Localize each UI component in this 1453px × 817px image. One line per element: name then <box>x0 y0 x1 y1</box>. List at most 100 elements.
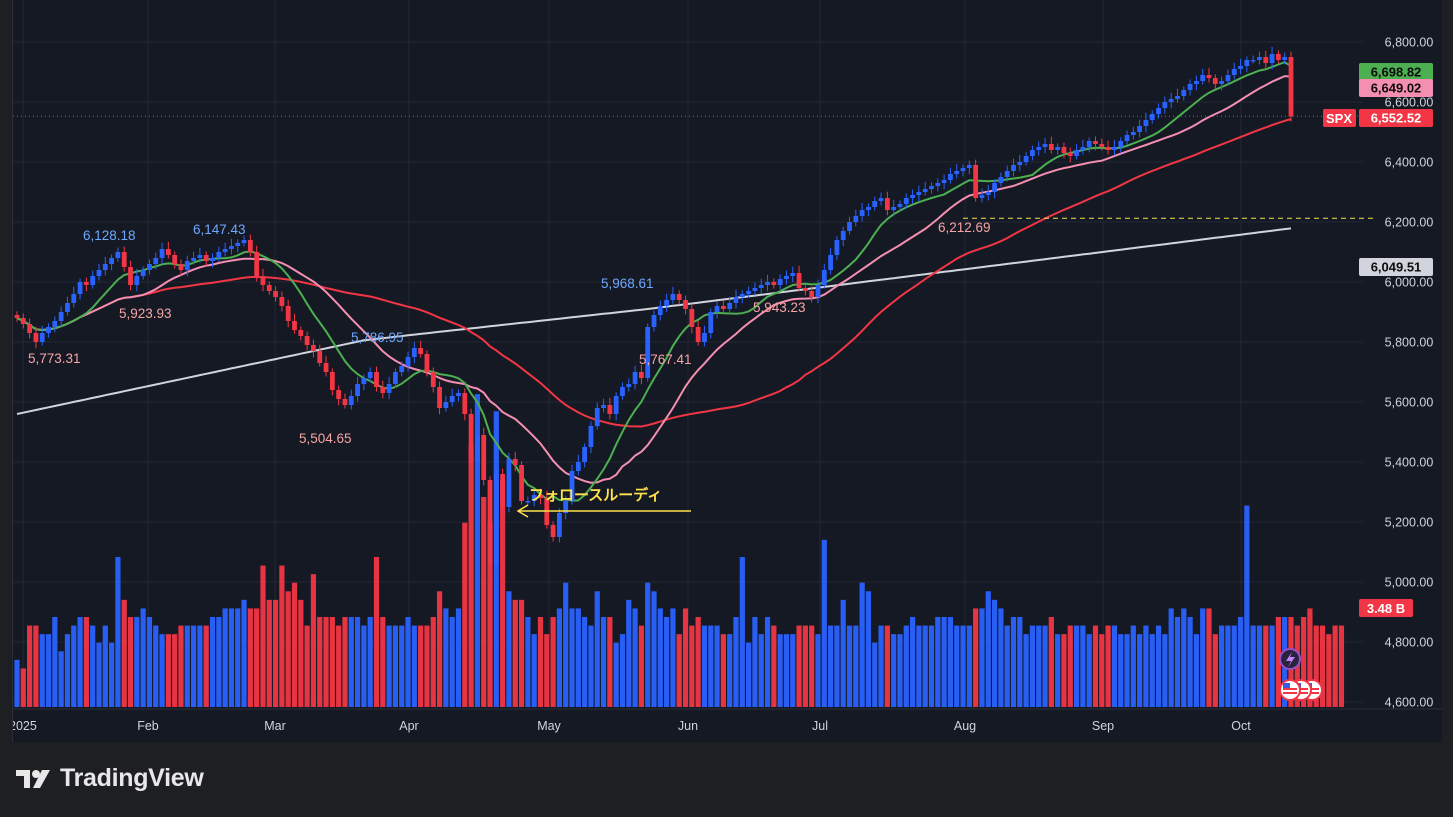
volume-bar <box>878 625 884 707</box>
volume-bar <box>531 634 537 707</box>
candle-body <box>273 291 278 297</box>
volume-bar <box>430 617 436 707</box>
volume-bar <box>998 608 1004 707</box>
price-tick-label: 6,400.00 <box>1385 156 1434 170</box>
time-tick-label: May <box>537 719 561 733</box>
candle-body <box>506 459 512 507</box>
symbol-tag[interactable] <box>1323 109 1356 127</box>
volume-bar <box>96 642 102 707</box>
volume-bar <box>689 625 695 707</box>
candle-body <box>702 333 707 342</box>
candle-body <box>140 270 146 276</box>
tradingview-logo[interactable]: TradingView <box>16 764 204 793</box>
ma-200-badge[interactable] <box>1359 258 1433 276</box>
volume-bar <box>783 634 790 707</box>
volume-bar <box>909 617 916 707</box>
candle-body <box>285 306 291 321</box>
candle-body <box>992 183 997 192</box>
candle-body <box>1055 147 1061 150</box>
price-tick-label: 5,200.00 <box>1385 516 1434 530</box>
volume-bar <box>1200 608 1206 707</box>
candle-body <box>727 303 733 309</box>
ma-mid-badge[interactable] <box>1359 79 1433 97</box>
volume-bar <box>436 591 443 707</box>
candle-body <box>960 168 966 171</box>
volume-bar <box>708 625 714 707</box>
candle-body <box>664 300 670 306</box>
annotation-low: 5,923.93 <box>119 306 172 321</box>
candle-body <box>1074 150 1079 156</box>
volume-bar <box>449 617 455 707</box>
volume-bar <box>632 608 638 707</box>
volume-bar <box>109 642 115 707</box>
time-tick-label: 2025 <box>13 719 37 733</box>
volume-bar <box>45 634 52 707</box>
candle-body <box>1212 78 1218 84</box>
candles <box>14 46 1294 571</box>
candle-body <box>178 264 184 270</box>
candle-body <box>872 201 878 207</box>
volume-bar <box>1036 625 1042 707</box>
candle-body <box>184 261 190 270</box>
candle-body <box>929 186 934 189</box>
candle-body <box>601 405 606 408</box>
chart-frame[interactable]: 6,128.18 6,147.43 5,786.95 5,968.61 5,773.31… <box>12 0 1442 742</box>
last-price-badge[interactable] <box>1359 109 1433 127</box>
volume-bar <box>342 617 348 707</box>
volume-bar <box>386 625 392 707</box>
candle-body <box>878 198 884 201</box>
candle-body <box>683 300 688 309</box>
candle-body <box>948 174 953 180</box>
candle-body <box>172 255 178 264</box>
volume-bar <box>153 625 159 707</box>
volume-bar <box>1143 625 1149 707</box>
candle-body <box>1231 69 1237 75</box>
candle-body <box>512 459 518 465</box>
candle-body <box>809 291 815 297</box>
candle-body <box>910 195 915 198</box>
candle-body <box>210 258 215 261</box>
volume-bar <box>1193 634 1199 707</box>
candle-body <box>367 372 373 378</box>
candle-body <box>311 345 316 351</box>
volume-bar <box>1219 625 1225 707</box>
volume-bar <box>1301 617 1307 707</box>
candle-body <box>847 222 852 231</box>
candle-body <box>1181 90 1187 96</box>
volume-bar <box>701 625 708 707</box>
volume-bar <box>1073 625 1080 707</box>
volume-bar <box>682 608 689 707</box>
volume-bar <box>77 617 83 707</box>
candle-body <box>569 471 575 501</box>
candle-body <box>279 297 285 306</box>
candle-body <box>266 285 272 291</box>
chart-canvas[interactable]: 6,128.18 6,147.43 5,786.95 5,968.61 5,773.31… <box>13 0 1442 742</box>
volume-bar <box>27 625 33 707</box>
lightning-event-icon[interactable] <box>1279 648 1301 670</box>
volume-bar <box>121 599 127 707</box>
candle-body <box>689 309 695 327</box>
candle-body <box>380 387 386 393</box>
candle-body <box>922 189 928 192</box>
follow-through-note: フォロースルーディ <box>529 486 662 504</box>
candle-body <box>979 195 985 198</box>
volume-bar <box>361 625 367 707</box>
volume-bar <box>790 634 796 707</box>
candle-body <box>1263 57 1269 63</box>
ma-fast-badge[interactable] <box>1359 63 1433 81</box>
volume-bar <box>1137 634 1143 707</box>
volume-bar <box>853 625 859 707</box>
candle-body <box>462 393 468 414</box>
candle-body <box>153 258 159 264</box>
candle-body <box>14 315 20 318</box>
candle-body <box>575 462 581 471</box>
time-tick-label: Sep <box>1092 719 1114 733</box>
volume-badge[interactable] <box>1359 599 1413 617</box>
volume-bar <box>209 617 216 707</box>
candle-body <box>935 183 941 186</box>
volume-bar <box>827 625 834 707</box>
volume-bar <box>651 591 657 707</box>
ma-line-ma-mid <box>16 75 1292 484</box>
volume-bar <box>518 599 525 707</box>
us-flag-event-icon[interactable] <box>1279 679 1301 701</box>
